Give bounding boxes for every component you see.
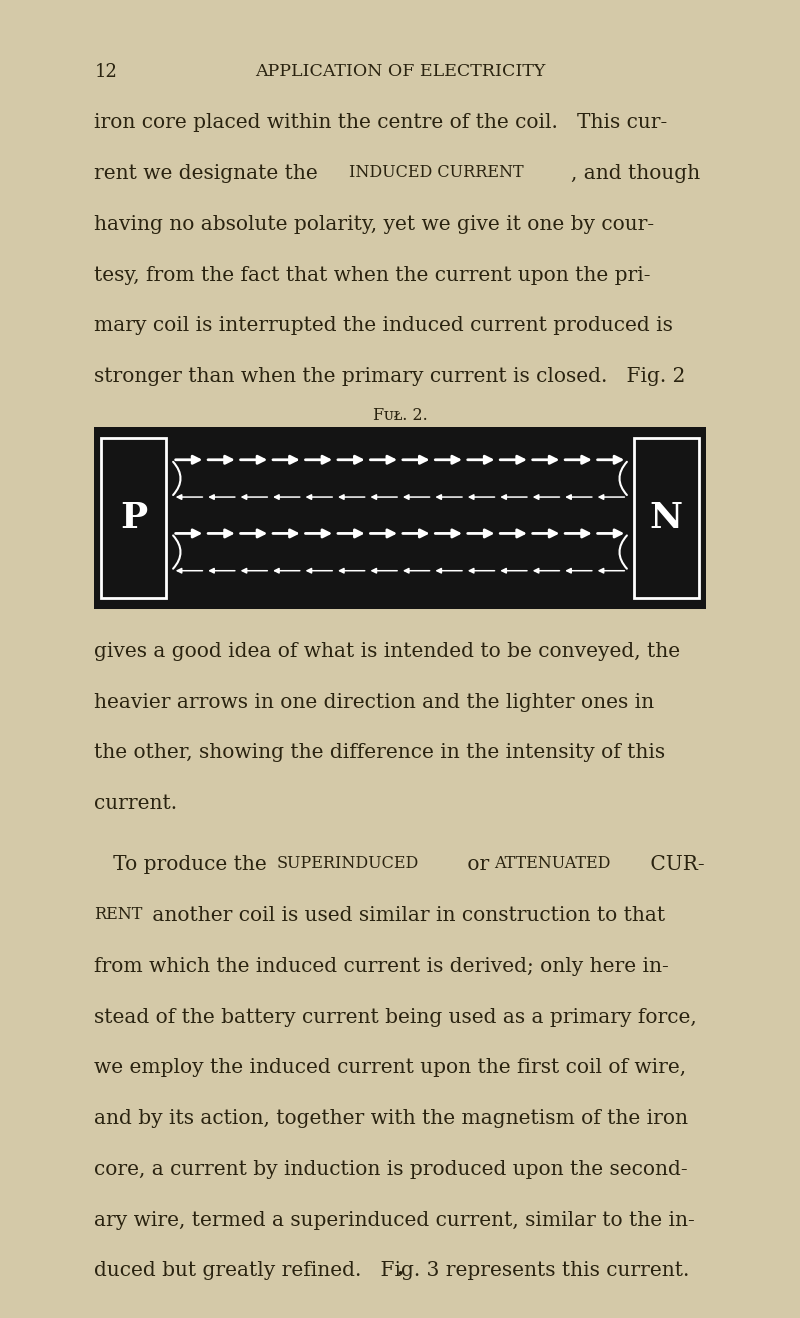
Text: current.: current. xyxy=(94,793,178,813)
Text: APPLICATION OF ELECTRICITY: APPLICATION OF ELECTRICITY xyxy=(255,63,545,80)
Text: •: • xyxy=(396,1268,404,1281)
Text: rent we designate the: rent we designate the xyxy=(94,165,325,183)
Text: 12: 12 xyxy=(94,63,118,82)
Text: ATTENUATED: ATTENUATED xyxy=(494,855,610,873)
Text: iron core placed within the centre of the coil.   This cur-: iron core placed within the centre of th… xyxy=(94,113,668,132)
Text: or: or xyxy=(461,855,495,874)
Bar xyxy=(101,438,166,598)
Text: RENT: RENT xyxy=(94,905,142,923)
Text: N: N xyxy=(650,501,683,535)
Bar xyxy=(94,427,706,609)
Text: and by its action, together with the magnetism of the iron: and by its action, together with the mag… xyxy=(94,1108,688,1128)
Text: heavier arrows in one direction and the lighter ones in: heavier arrows in one direction and the … xyxy=(94,692,654,712)
Text: another coil is used similar in construction to that: another coil is used similar in construc… xyxy=(146,905,666,925)
Text: tesy, from the fact that when the current upon the pri-: tesy, from the fact that when the curren… xyxy=(94,266,651,285)
Text: duced but greatly refined.   Fig. 3 represents this current.: duced but greatly refined. Fig. 3 repres… xyxy=(94,1261,690,1280)
Text: having no absolute polarity, yet we give it one by cour-: having no absolute polarity, yet we give… xyxy=(94,215,654,233)
Text: we employ the induced current upon the first coil of wire,: we employ the induced current upon the f… xyxy=(94,1058,686,1077)
Text: SUPERINDUCED: SUPERINDUCED xyxy=(277,855,419,873)
Text: , and though: , and though xyxy=(571,165,700,183)
Text: from which the induced current is derived; only here in-: from which the induced current is derive… xyxy=(94,957,669,975)
Text: CUR-: CUR- xyxy=(644,855,705,874)
Text: mary coil is interrupted the induced current produced is: mary coil is interrupted the induced cur… xyxy=(94,316,674,335)
Text: gives a good idea of what is intended to be conveyed, the: gives a good idea of what is intended to… xyxy=(94,642,681,660)
Text: P: P xyxy=(120,501,147,535)
Text: To produce the: To produce the xyxy=(94,855,274,874)
Text: the other, showing the difference in the intensity of this: the other, showing the difference in the… xyxy=(94,743,666,762)
Text: ary wire, termed a superinduced current, similar to the in-: ary wire, termed a superinduced current,… xyxy=(94,1210,695,1230)
Text: INDUCED CURRENT: INDUCED CURRENT xyxy=(349,165,523,181)
Text: Fᴜᴌ. 2.: Fᴜᴌ. 2. xyxy=(373,406,427,423)
Text: stronger than when the primary current is closed.   Fig. 2: stronger than when the primary current i… xyxy=(94,366,686,386)
Text: core, a current by induction is produced upon the second-: core, a current by induction is produced… xyxy=(94,1160,688,1178)
Bar xyxy=(634,438,699,598)
Text: stead of the battery current being used as a primary force,: stead of the battery current being used … xyxy=(94,1007,697,1027)
